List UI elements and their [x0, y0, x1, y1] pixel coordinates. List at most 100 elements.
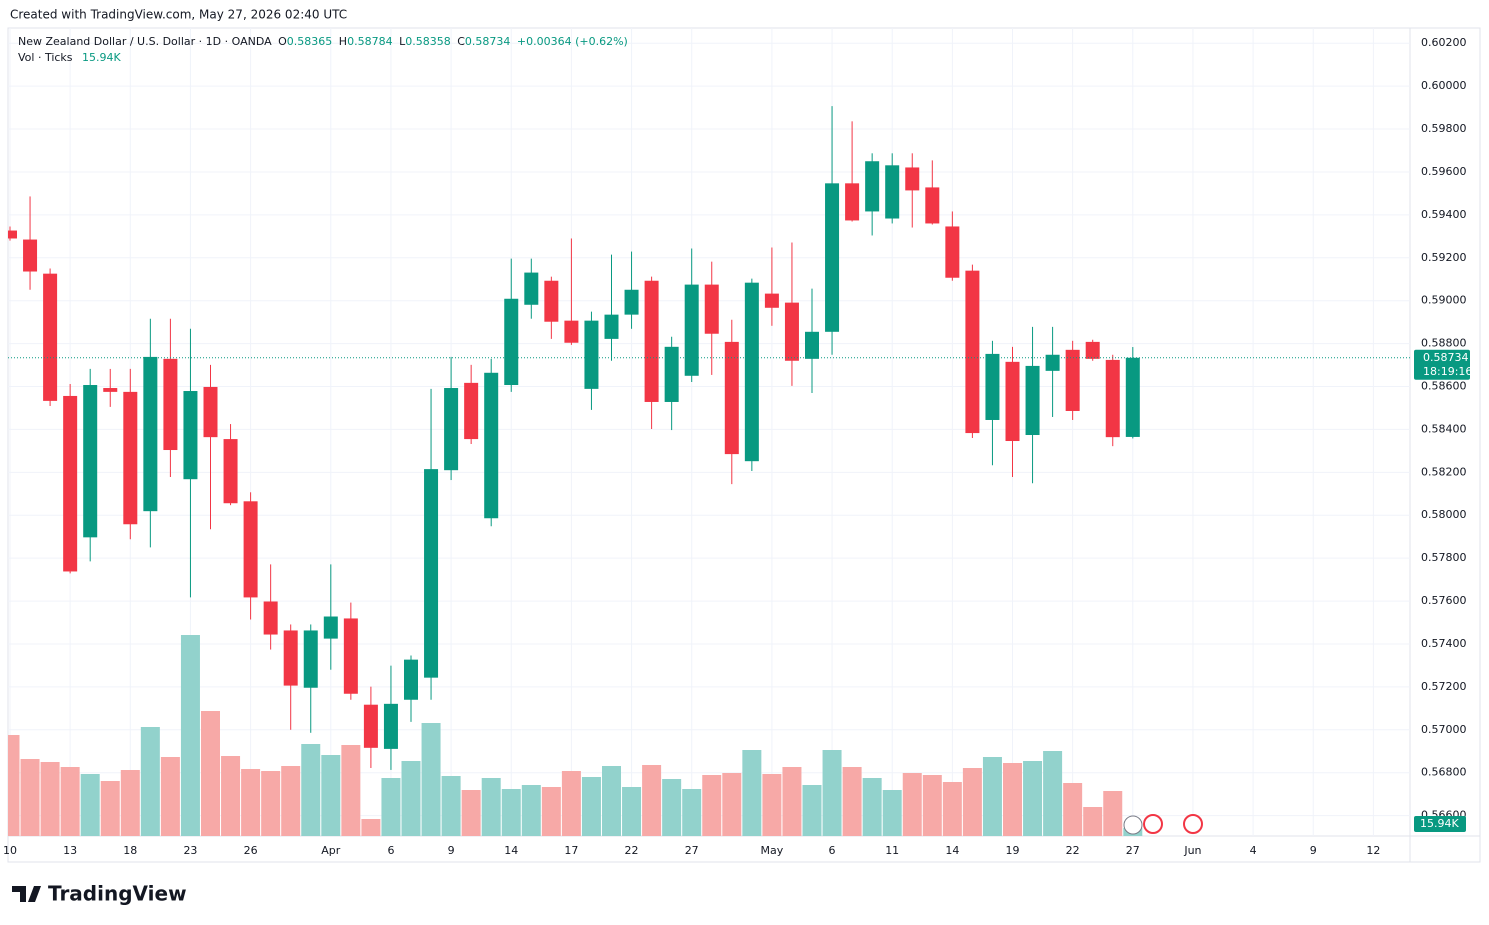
y-tick-label: 0.57800: [1421, 551, 1467, 564]
candle-body: [845, 183, 860, 221]
volume-bar: [441, 776, 461, 836]
volume-bar: [622, 787, 642, 836]
ohlc-key: C: [457, 35, 465, 48]
volume-bar: [261, 771, 281, 836]
x-tick-label: 13: [63, 844, 77, 857]
candle-body: [243, 501, 258, 598]
candle-body: [163, 358, 178, 451]
candle-body: [1025, 365, 1040, 436]
volume-bar: [982, 757, 1002, 836]
candle-body: [283, 630, 298, 686]
candle-body: [323, 616, 338, 639]
y-tick-label: 0.58400: [1421, 422, 1467, 435]
volume-bar: [341, 745, 361, 836]
volume-bar: [1063, 783, 1083, 836]
candle-body: [945, 226, 960, 278]
change: +0.00364 (+0.62%): [517, 35, 628, 48]
volume-bar: [160, 757, 180, 836]
volume-bar: [962, 768, 982, 836]
candle-body: [1045, 354, 1060, 371]
x-tick-label: 19: [1006, 844, 1020, 857]
last-price-box: [1414, 349, 1470, 380]
candle-body: [123, 391, 138, 525]
candle-body: [404, 659, 418, 700]
x-tick-label: 17: [564, 844, 578, 857]
candle-body: [784, 302, 799, 361]
candle-body: [524, 272, 539, 305]
logo: TradingView: [12, 882, 187, 906]
volume-bar: [60, 767, 80, 836]
candle-body: [564, 320, 579, 343]
candle-body: [484, 372, 499, 519]
volume-bar: [461, 790, 481, 836]
volume-bar: [241, 769, 261, 836]
volume-bar: [401, 761, 421, 836]
volume-bar: [8, 735, 20, 836]
candle-body: [223, 439, 238, 504]
x-tick-label: 23: [183, 844, 197, 857]
candle-body: [865, 161, 880, 212]
watermark: Created with TradingView.com, May 27, 20…: [10, 8, 347, 22]
volume-bar: [722, 773, 742, 836]
volume-bar: [1043, 751, 1063, 836]
volume-bar: [662, 779, 682, 836]
candle-body: [183, 391, 198, 480]
volume-bar: [301, 744, 321, 836]
candle-body: [143, 356, 158, 512]
candle-body: [263, 601, 278, 635]
candle-body: [464, 382, 479, 440]
event-icons: [1123, 814, 1203, 835]
volume-box: [1414, 816, 1466, 832]
x-tick-label: 26: [244, 844, 258, 857]
volume-bar: [561, 771, 581, 836]
symbol: New Zealand Dollar / U.S. Dollar · 1D · …: [18, 35, 272, 48]
x-tick-label: 22: [625, 844, 639, 857]
legend: New Zealand Dollar / U.S. Dollar · 1D · …: [18, 35, 628, 48]
ohlc-value: 0.58784: [347, 35, 393, 48]
ohlc-key: H: [339, 35, 347, 48]
volume-bar: [842, 767, 862, 836]
y-tick-label: 0.57200: [1421, 680, 1467, 693]
candle-body: [544, 280, 559, 322]
candle-body: [744, 282, 759, 462]
event-icon: [1123, 815, 1143, 835]
x-tick-label: 27: [685, 844, 699, 857]
volume-bar: [702, 775, 722, 836]
x-tick-label: 18: [123, 844, 137, 857]
candle-body: [43, 273, 58, 401]
x-tick-label: Jun: [1183, 844, 1201, 857]
volume-bar: [922, 775, 942, 836]
candle-body: [704, 284, 719, 334]
candle-body: [664, 346, 679, 402]
x-tick-label: 12: [1366, 844, 1380, 857]
volume-bar: [381, 778, 401, 836]
x-tick-label: 10: [3, 844, 17, 857]
volume-bar: [1103, 791, 1123, 836]
candle-body: [103, 388, 118, 392]
candle-body: [584, 320, 599, 389]
volume-label: 15.94K: [1420, 817, 1459, 830]
volume-bar: [281, 766, 301, 836]
candle-body: [1065, 349, 1080, 411]
x-tick-label: 4: [1250, 844, 1257, 857]
candle-body: [444, 388, 459, 471]
candle-body: [8, 230, 17, 239]
volume-bar: [642, 765, 662, 836]
x-tick-label: 22: [1066, 844, 1080, 857]
y-tick-label: 0.60000: [1421, 79, 1467, 92]
ohlc-value: 0.58734: [465, 35, 511, 48]
candle-body: [985, 353, 1000, 420]
plot: [8, 106, 1143, 836]
y-tick-label: 0.59200: [1421, 251, 1467, 264]
y-tick-label: 0.59800: [1421, 122, 1467, 135]
candle-body: [724, 341, 739, 455]
candle-body: [965, 270, 980, 434]
y-tick-label: 0.58800: [1421, 337, 1467, 350]
candle-body: [343, 618, 358, 694]
volume-bar: [40, 762, 60, 836]
candle-body: [1005, 361, 1020, 442]
candle-body: [624, 289, 639, 315]
candle-body: [825, 183, 840, 332]
volume-bar: [80, 774, 100, 836]
